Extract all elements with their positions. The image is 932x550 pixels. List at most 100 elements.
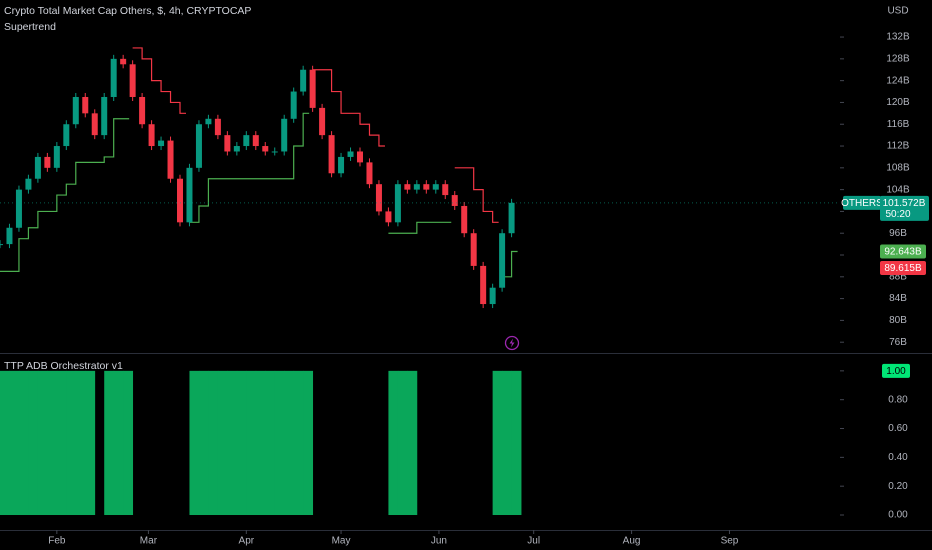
candle-body	[82, 96, 89, 114]
column	[56, 370, 67, 516]
candle-body	[489, 287, 496, 305]
last-value-bg	[882, 363, 910, 378]
candle-body	[375, 184, 382, 212]
candle-body	[366, 162, 373, 185]
y-tick-label: 0.80	[888, 394, 908, 405]
column	[303, 370, 314, 516]
candle-body	[328, 135, 335, 174]
x-tick-label: Jun	[431, 536, 447, 547]
column	[198, 370, 209, 516]
column	[104, 370, 115, 516]
column	[123, 370, 134, 516]
x-tick-label: Sep	[721, 536, 739, 547]
candle-body	[15, 189, 22, 228]
column	[246, 370, 257, 516]
last-price-bg	[880, 195, 929, 221]
candle-body	[243, 135, 250, 147]
candle-body	[432, 184, 439, 190]
y-tick-label: 76B	[889, 337, 907, 348]
column	[293, 370, 304, 516]
candle-body	[53, 146, 60, 168]
column	[388, 370, 399, 516]
x-tick-label: Apr	[239, 536, 255, 547]
candle-body	[195, 124, 202, 168]
candle-body	[262, 146, 269, 152]
candle-body	[44, 156, 51, 168]
column	[0, 370, 10, 516]
supertrend-line	[312, 69, 385, 147]
candle-body	[6, 227, 13, 245]
candle-body	[470, 233, 477, 266]
x-tick-label: Mar	[140, 536, 158, 547]
candle-body	[394, 184, 401, 223]
x-tick-label: Feb	[48, 536, 66, 547]
y-tick-label: 120B	[886, 97, 910, 108]
x-tick-label: May	[332, 536, 351, 547]
column	[217, 370, 228, 516]
candle-body	[413, 184, 420, 190]
candle-body	[508, 202, 515, 234]
level-tag: 92.643B	[884, 247, 922, 258]
y-tick-label: 128B	[886, 53, 910, 64]
candle-body	[480, 265, 487, 305]
supertrend-line	[502, 250, 518, 278]
series-tag: OTHERS	[841, 198, 883, 209]
x-tick-label: Jul	[527, 536, 540, 547]
column	[492, 370, 503, 516]
indicator-name: Supertrend	[4, 21, 56, 33]
candle-body	[205, 118, 212, 125]
supertrend-line	[388, 221, 452, 234]
candle-body	[186, 167, 193, 223]
candle-body	[120, 58, 127, 65]
column	[274, 370, 285, 516]
candle-body	[442, 184, 449, 196]
column	[255, 370, 266, 516]
candle-body	[0, 244, 3, 246]
chart-title: Crypto Total Market Cap Others, $, 4h, C…	[4, 5, 251, 17]
candle-body	[461, 205, 468, 234]
candle-body	[300, 69, 307, 92]
column	[37, 370, 48, 516]
candle-body	[158, 140, 165, 147]
column	[407, 370, 418, 516]
candle-body	[290, 91, 297, 119]
candle-body	[72, 96, 79, 125]
column	[236, 370, 247, 516]
column	[397, 370, 408, 516]
candle-body	[91, 113, 98, 136]
candle-body	[319, 107, 326, 136]
y-tick-label: 88B	[889, 271, 907, 282]
column	[66, 370, 77, 516]
candle-body	[34, 156, 41, 179]
candle-body	[110, 58, 117, 97]
supertrend-line	[132, 47, 186, 114]
level-tag: 89.615B	[884, 263, 922, 274]
currency[interactable]: USD	[887, 6, 908, 17]
column	[75, 370, 86, 516]
supertrend-line	[0, 118, 130, 272]
candle-body	[214, 118, 221, 136]
y-tick-label: 124B	[886, 75, 910, 86]
y-tick-label: 132B	[886, 32, 910, 43]
y-tick-label: 116B	[887, 119, 910, 130]
y-tick-label: 104B	[886, 184, 910, 195]
candle-body	[148, 124, 155, 147]
candle-body	[499, 233, 506, 288]
y-tick-label: 84B	[889, 293, 907, 304]
column	[284, 370, 295, 516]
x-tick-label: Aug	[623, 536, 641, 547]
column	[511, 370, 522, 516]
candle-body	[404, 184, 411, 190]
y-tick-label: 108B	[886, 162, 910, 173]
candle-body	[309, 69, 316, 108]
realtime-icon[interactable]	[504, 335, 520, 351]
last-value-label: 1.00	[886, 366, 906, 377]
candle-body	[101, 96, 108, 136]
column	[18, 370, 29, 516]
column	[189, 370, 200, 516]
countdown: 50:20	[885, 209, 910, 220]
candle-body	[139, 96, 146, 125]
